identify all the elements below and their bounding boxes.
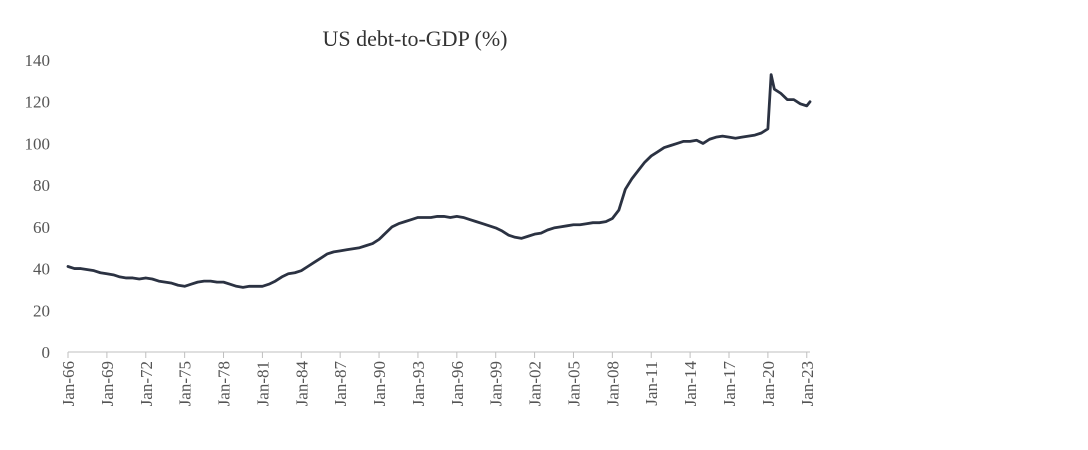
x-tick-label: Jan-23: [798, 361, 817, 406]
x-tick-label: Jan-81: [253, 361, 272, 406]
x-tick-label: Jan-05: [564, 361, 583, 406]
x-axis-ticks: Jan-66 Jan-69 Jan-72 Jan-75 Jan-78 Jan-81 Jan-…: [59, 352, 817, 406]
x-tick-label: Jan-17: [720, 361, 739, 407]
x-tick-label: Jan-66: [59, 361, 78, 406]
y-tick-label: 140: [25, 51, 51, 70]
y-tick-label: 0: [42, 343, 51, 362]
y-tick-label: 120: [25, 93, 51, 112]
x-tick-label: Jan-75: [176, 361, 195, 406]
x-tick-label: Jan-20: [759, 361, 778, 406]
x-tick-label: Jan-14: [681, 361, 700, 407]
x-tick-label: Jan-84: [292, 361, 311, 407]
x-tick-label: Jan-87: [331, 361, 350, 407]
y-tick-label: 40: [33, 260, 50, 279]
x-tick-label: Jan-08: [603, 361, 622, 406]
x-tick-label: Jan-78: [215, 361, 234, 406]
x-tick-label: Jan-96: [448, 361, 467, 406]
x-tick-label: Jan-72: [137, 361, 156, 406]
x-tick-label: Jan-02: [526, 361, 545, 406]
y-tick-label: 80: [33, 176, 50, 195]
x-tick-label: Jan-99: [487, 361, 506, 406]
x-tick-label: Jan-93: [409, 361, 428, 406]
x-tick-label: Jan-11: [642, 361, 661, 406]
x-tick-label: Jan-69: [98, 361, 117, 406]
chart-title: US debt-to-GDP (%): [323, 26, 508, 51]
y-tick-label: 100: [25, 134, 51, 153]
y-axis-ticks: 0 20 40 60 80 100 120 140: [25, 51, 51, 362]
y-tick-label: 20: [33, 301, 50, 320]
y-tick-label: 60: [33, 218, 50, 237]
debt-to-gdp-line: [66, 73, 812, 289]
x-tick-label: Jan-90: [370, 361, 389, 406]
